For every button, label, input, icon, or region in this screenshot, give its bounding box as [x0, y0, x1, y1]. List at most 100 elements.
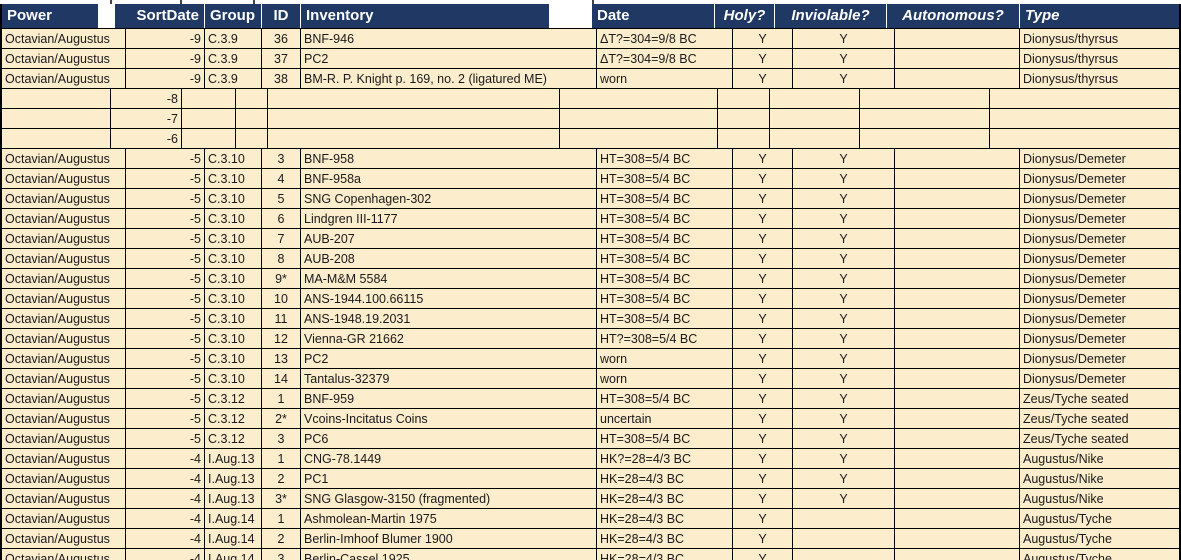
cell-type[interactable]: Dionysus/Demeter	[1020, 169, 1179, 188]
cell-group[interactable]: I.Aug.14	[205, 509, 262, 528]
header-cell-power[interactable]: Power	[2, 4, 99, 28]
cell-date[interactable]: ΔT?=304=9/8 BC	[597, 29, 733, 48]
cell-sortdate[interactable]: -5	[126, 329, 205, 348]
cell-autonomous[interactable]	[895, 189, 1020, 208]
cell-id[interactable]	[236, 89, 268, 108]
cell-date[interactable]: uncertain	[597, 409, 733, 428]
cell-date[interactable]: HK?=28=4/3 BC	[597, 449, 733, 468]
cell-holy[interactable]: Y	[733, 489, 793, 508]
cell-power[interactable]: Octavian/Augustus	[2, 249, 126, 268]
cell-inviolable[interactable]	[793, 529, 895, 548]
cell-group[interactable]: C.3.10	[205, 369, 262, 388]
cell-date[interactable]: HT=308=5/4 BC	[597, 169, 733, 188]
cell-id[interactable]: 38	[262, 69, 301, 88]
cell-holy[interactable]: Y	[733, 309, 793, 328]
cell-group[interactable]: I.Aug.13	[205, 489, 262, 508]
cell-power[interactable]: Octavian/Augustus	[2, 349, 126, 368]
cell-autonomous[interactable]	[860, 129, 990, 148]
cell-inviolable[interactable]: Y	[793, 309, 895, 328]
cell-autonomous[interactable]	[895, 549, 1020, 560]
cell-group[interactable]: C.3.10	[205, 269, 262, 288]
cell-autonomous[interactable]	[895, 349, 1020, 368]
cell-inventory[interactable]: Lindgren III-1177	[301, 209, 597, 228]
cell-inventory[interactable]: BNF-946	[301, 29, 597, 48]
cell-sortdate[interactable]: -4	[126, 469, 205, 488]
cell-sortdate[interactable]: -5	[126, 209, 205, 228]
cell-inventory[interactable]: ANS-1944.100.66115	[301, 289, 597, 308]
cell-sortdate[interactable]: -5	[126, 149, 205, 168]
cell-id[interactable]: 36	[262, 29, 301, 48]
cell-type[interactable]: Augustus/Tyche	[1020, 529, 1179, 548]
cell-holy[interactable]: Y	[733, 369, 793, 388]
cell-holy[interactable]: Y	[733, 169, 793, 188]
cell-sortdate[interactable]: -5	[126, 169, 205, 188]
cell-date[interactable]: HT=308=5/4 BC	[597, 429, 733, 448]
cell-holy[interactable]: Y	[733, 249, 793, 268]
cell-holy[interactable]: Y	[733, 69, 793, 88]
cell-type[interactable]: Dionysus/thyrsus	[1020, 49, 1179, 68]
cell-inviolable[interactable]: Y	[793, 389, 895, 408]
cell-autonomous[interactable]	[895, 389, 1020, 408]
cell-sortdate[interactable]: -8	[111, 89, 182, 108]
cell-id[interactable]: 3	[262, 429, 301, 448]
cell-autonomous[interactable]	[895, 249, 1020, 268]
cell-autonomous[interactable]	[895, 69, 1020, 88]
cell-type[interactable]: Dionysus/thyrsus	[1020, 29, 1179, 48]
cell-id[interactable]: 1	[262, 449, 301, 468]
cell-power[interactable]	[2, 89, 111, 108]
cell-autonomous[interactable]	[895, 229, 1020, 248]
cell-power[interactable]: Octavian/Augustus	[2, 549, 126, 560]
header-cell-id[interactable]: ID	[262, 4, 301, 28]
cell-inviolable[interactable]	[770, 129, 860, 148]
cell-inviolable[interactable]	[793, 509, 895, 528]
cell-id[interactable]: 37	[262, 49, 301, 68]
cell-inventory[interactable]: BNF-958	[301, 149, 597, 168]
cell-date[interactable]: HT?=308=5/4 BC	[597, 329, 733, 348]
cell-inventory[interactable]: SNG Glasgow-3150 (fragmented)	[301, 489, 597, 508]
cell-id[interactable]: 3	[262, 549, 301, 560]
cell-inventory[interactable]	[268, 109, 560, 128]
header-cell-holy[interactable]: Holy?	[715, 4, 775, 28]
cell-power[interactable]: Octavian/Augustus	[2, 449, 126, 468]
cell-autonomous[interactable]	[895, 289, 1020, 308]
cell-type[interactable]: Augustus/Tyche	[1020, 509, 1179, 528]
cell-type[interactable]: Dionysus/Demeter	[1020, 289, 1179, 308]
cell-group[interactable]: C.3.12	[205, 429, 262, 448]
cell-date[interactable]: HT=308=5/4 BC	[597, 389, 733, 408]
cell-id[interactable]: 14	[262, 369, 301, 388]
cell-group[interactable]: C.3.9	[205, 29, 262, 48]
header-cell-group[interactable]: Group	[205, 4, 262, 28]
cell-sortdate[interactable]: -5	[126, 249, 205, 268]
cell-type[interactable]: Dionysus/Demeter	[1020, 249, 1179, 268]
cell-inventory[interactable]: Tantalus-32379	[301, 369, 597, 388]
cell-sortdate[interactable]: -4	[126, 489, 205, 508]
cell-date[interactable]: HK=28=4/3 BC	[597, 509, 733, 528]
cell-sortdate[interactable]: -5	[126, 289, 205, 308]
cell-inventory[interactable]: AUB-207	[301, 229, 597, 248]
cell-holy[interactable]: Y	[733, 229, 793, 248]
cell-date[interactable]: ΔT?=304=9/8 BC	[597, 49, 733, 68]
cell-group[interactable]	[182, 129, 236, 148]
cell-inventory[interactable]: CNG-78.1449	[301, 449, 597, 468]
cell-type[interactable]: Dionysus/Demeter	[1020, 229, 1179, 248]
cell-type[interactable]: Dionysus/Demeter	[1020, 149, 1179, 168]
cell-autonomous[interactable]	[895, 509, 1020, 528]
cell-group[interactable]: C.3.10	[205, 329, 262, 348]
cell-group[interactable]: C.3.10	[205, 169, 262, 188]
cell-holy[interactable]: Y	[733, 149, 793, 168]
cell-group[interactable]: C.3.10	[205, 189, 262, 208]
cell-autonomous[interactable]	[895, 329, 1020, 348]
cell-autonomous[interactable]	[895, 169, 1020, 188]
cell-group[interactable]: C.3.12	[205, 409, 262, 428]
cell-inviolable[interactable]: Y	[793, 149, 895, 168]
cell-power[interactable]: Octavian/Augustus	[2, 309, 126, 328]
cell-id[interactable]: 1	[262, 509, 301, 528]
cell-power[interactable]: Octavian/Augustus	[2, 469, 126, 488]
cell-id[interactable]: 6	[262, 209, 301, 228]
cell-type[interactable]: Zeus/Tyche seated	[1020, 389, 1179, 408]
cell-date[interactable]: HT=308=5/4 BC	[597, 249, 733, 268]
cell-sortdate[interactable]: -4	[126, 509, 205, 528]
cell-autonomous[interactable]	[860, 89, 990, 108]
cell-autonomous[interactable]	[895, 429, 1020, 448]
cell-id[interactable]: 2	[262, 529, 301, 548]
